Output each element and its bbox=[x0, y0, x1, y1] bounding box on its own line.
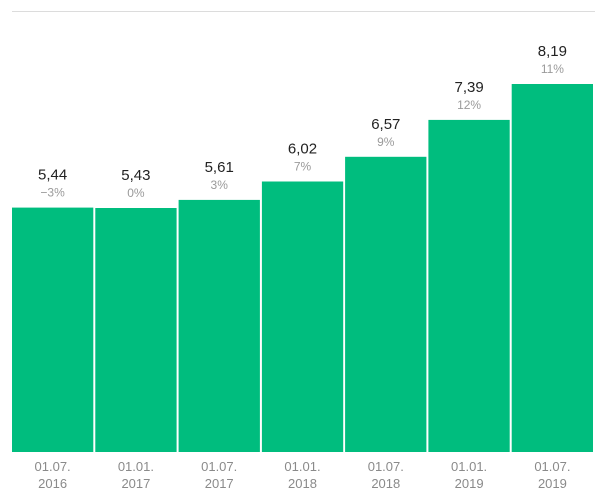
bar bbox=[261, 181, 344, 452]
data-label-value: 6,57 bbox=[371, 116, 400, 133]
data-label-value: 6,02 bbox=[288, 141, 317, 158]
x-tick-label-date: 01.01. bbox=[118, 459, 154, 474]
x-tick-label-year: 2018 bbox=[288, 476, 317, 491]
x-tick-label-date: 01.07. bbox=[534, 459, 570, 474]
data-label-change: 11% bbox=[541, 62, 564, 76]
data-label-change: 3% bbox=[211, 178, 229, 192]
x-tick-label-date: 01.01. bbox=[451, 459, 487, 474]
bar bbox=[95, 208, 177, 452]
bar bbox=[12, 207, 94, 452]
x-tick-label-year: 2016 bbox=[38, 476, 67, 491]
x-tick-label-date: 01.07. bbox=[201, 459, 237, 474]
x-tick-label-year: 2019 bbox=[538, 476, 567, 491]
data-label-change: −3% bbox=[40, 186, 65, 200]
x-tick-label-year: 2018 bbox=[371, 476, 400, 491]
x-tick-label-year: 2017 bbox=[205, 476, 234, 491]
data-label-value: 5,43 bbox=[121, 167, 150, 184]
x-tick-label-date: 01.01. bbox=[284, 459, 320, 474]
bar bbox=[178, 199, 260, 452]
data-label-value: 5,44 bbox=[38, 167, 67, 184]
bar bbox=[345, 156, 427, 453]
data-label-change: 9% bbox=[377, 135, 395, 149]
data-label-value: 5,61 bbox=[205, 159, 234, 176]
data-label-change: 12% bbox=[457, 98, 481, 112]
top-divider bbox=[12, 11, 595, 12]
data-label-value: 8,19 bbox=[538, 43, 567, 60]
x-tick-label-year: 2017 bbox=[121, 476, 150, 491]
bar bbox=[511, 84, 593, 452]
x-tick-label-year: 2019 bbox=[455, 476, 484, 491]
data-label-change: 7% bbox=[294, 160, 312, 174]
x-tick-label-date: 01.07. bbox=[368, 459, 404, 474]
data-label-value: 7,39 bbox=[454, 79, 483, 96]
x-tick-label-date: 01.07. bbox=[35, 459, 71, 474]
bar bbox=[428, 119, 510, 453]
data-label-change: 0% bbox=[127, 186, 145, 200]
